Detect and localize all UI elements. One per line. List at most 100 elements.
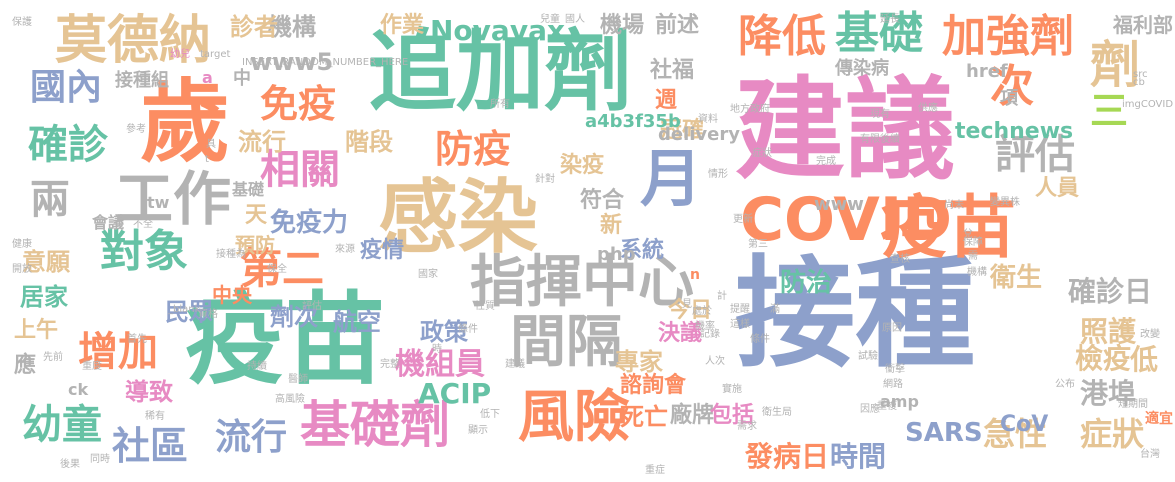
cloud-word: 這樣	[730, 319, 750, 330]
cloud-word: 流行	[215, 417, 288, 458]
cloud-word: COVID	[740, 185, 952, 255]
cloud-word: 冠確	[660, 118, 705, 143]
cloud-word: tw	[147, 193, 170, 212]
cloud-word: 重複	[877, 401, 897, 412]
cloud-word: 衝擊	[885, 364, 905, 375]
cloud-word: 專家	[615, 348, 663, 376]
cloud-word: n	[690, 267, 700, 283]
cloud-word: INSERT_RANDOM_NUMBER_HERE	[242, 57, 409, 68]
cloud-word: 疫情	[360, 238, 405, 263]
cloud-word: 週	[655, 88, 678, 113]
cloud-word: 劑	[1090, 36, 1140, 94]
cloud-word: 第二	[240, 244, 325, 293]
cloud-word: 低下	[480, 409, 500, 420]
cloud-word: 症狀	[1080, 415, 1145, 453]
cloud-word: 原因	[882, 323, 902, 334]
cloud-word: SARS	[905, 418, 983, 448]
cloud-word: 供應	[918, 103, 938, 114]
cloud-word: 尚未	[944, 200, 964, 211]
cloud-word: 醫師	[288, 374, 308, 385]
cloud-word: 三	[1090, 89, 1129, 133]
cloud-word: 對象	[100, 226, 188, 277]
cloud-word: 中央	[212, 283, 252, 307]
cloud-word: 居家	[20, 283, 68, 311]
cloud-word: t	[205, 154, 209, 165]
cloud-word: 染疫	[560, 153, 605, 178]
cloud-word: 因應	[860, 404, 880, 415]
cloud-word: ACIP	[418, 377, 492, 410]
cloud-word: 稀有	[145, 411, 165, 422]
cloud-word: Novavax	[430, 14, 566, 47]
cloud-word: php	[597, 244, 636, 265]
cloud-word: 資格	[198, 309, 218, 320]
cloud-word: 項	[1000, 88, 1018, 109]
cloud-word: 保障	[963, 237, 983, 248]
cloud-word: 保護	[12, 17, 32, 28]
cloud-word: 顯示	[468, 425, 488, 436]
cloud-word: www	[814, 194, 864, 215]
cloud-word: 月	[640, 142, 703, 215]
cloud-word: 作業	[380, 13, 425, 38]
cloud-word: 疫苗	[185, 281, 385, 398]
cloud-word: 急性	[983, 415, 1048, 453]
cloud-word: 符合	[580, 188, 625, 213]
cloud-word: 情形	[708, 169, 728, 180]
cloud-word: 完整	[380, 359, 400, 370]
cloud-word: 先前	[43, 352, 63, 363]
cloud-word: 間隔	[510, 310, 622, 375]
cloud-word: technews	[955, 119, 1074, 144]
cloud-word: 試驗	[858, 351, 878, 362]
cloud-word: 評估	[302, 301, 322, 312]
cloud-word: 前述	[655, 13, 700, 38]
cloud-word: 機組員	[395, 347, 485, 382]
cloud-word: 更新	[733, 214, 753, 225]
cloud-word: 症狀	[752, 148, 772, 159]
cloud-word: 幼童	[22, 402, 102, 448]
cloud-word: 需求	[737, 421, 757, 432]
cloud-word: 重度	[82, 361, 102, 372]
cloud-word: 會議	[92, 213, 125, 232]
cloud-word: 第三	[748, 239, 768, 250]
cloud-word: 重症	[645, 465, 665, 476]
cloud-word: 開放	[12, 264, 32, 275]
cloud-word: 民眾	[165, 298, 213, 326]
cloud-word: 健康	[12, 239, 32, 250]
cloud-word: 感染	[378, 171, 538, 264]
cloud-word: 衛生局	[762, 407, 792, 418]
cloud-word: 諮詢會	[620, 373, 687, 398]
cloud-word: 政策	[420, 318, 468, 346]
cloud-word: 有限	[860, 134, 880, 145]
cloud-word: 防疫	[435, 127, 512, 171]
cloud-word: _blank	[168, 304, 201, 315]
cloud-word: 歲	[140, 70, 230, 175]
cloud-word: 追加劑	[368, 20, 633, 123]
cloud-word: 變異株	[990, 197, 1020, 208]
cloud-word: 網路	[883, 379, 903, 390]
cloud-word: 低	[1130, 343, 1159, 376]
cloud-word: 確診日	[1068, 275, 1153, 308]
cloud-word: 條件	[750, 334, 770, 345]
cloud-word: 防治	[780, 268, 833, 298]
cloud-word: 確診	[28, 122, 108, 168]
cloud-word: 實施	[722, 384, 742, 395]
cloud-word: CoV	[1000, 412, 1049, 437]
cloud-word: 今日	[668, 298, 713, 323]
cloud-word: 工作	[115, 165, 232, 233]
cloud-word: 條件	[458, 324, 478, 335]
cloud-word: 建議	[505, 359, 525, 370]
cloud-word: 針對	[535, 174, 555, 185]
cloud-word: 莫德納	[55, 11, 212, 71]
cloud-word: delivery	[658, 124, 740, 145]
cloud-word: 階段	[345, 128, 393, 156]
cloud-word: 檢疫	[1075, 342, 1132, 375]
cloud-word: 死亡	[620, 403, 668, 431]
cloud-word: 兩	[30, 177, 70, 223]
cloud-word: 航空	[333, 308, 381, 336]
cloud-word: 時	[432, 344, 442, 355]
cloud-word: 福利部	[1113, 13, 1173, 37]
cloud-word: 機率	[695, 321, 715, 332]
cloud-word: href	[966, 61, 1008, 82]
cloud-word: cb	[1133, 77, 1145, 88]
cloud-word: 劑次	[270, 303, 318, 331]
cloud-word: 處於	[692, 306, 712, 317]
